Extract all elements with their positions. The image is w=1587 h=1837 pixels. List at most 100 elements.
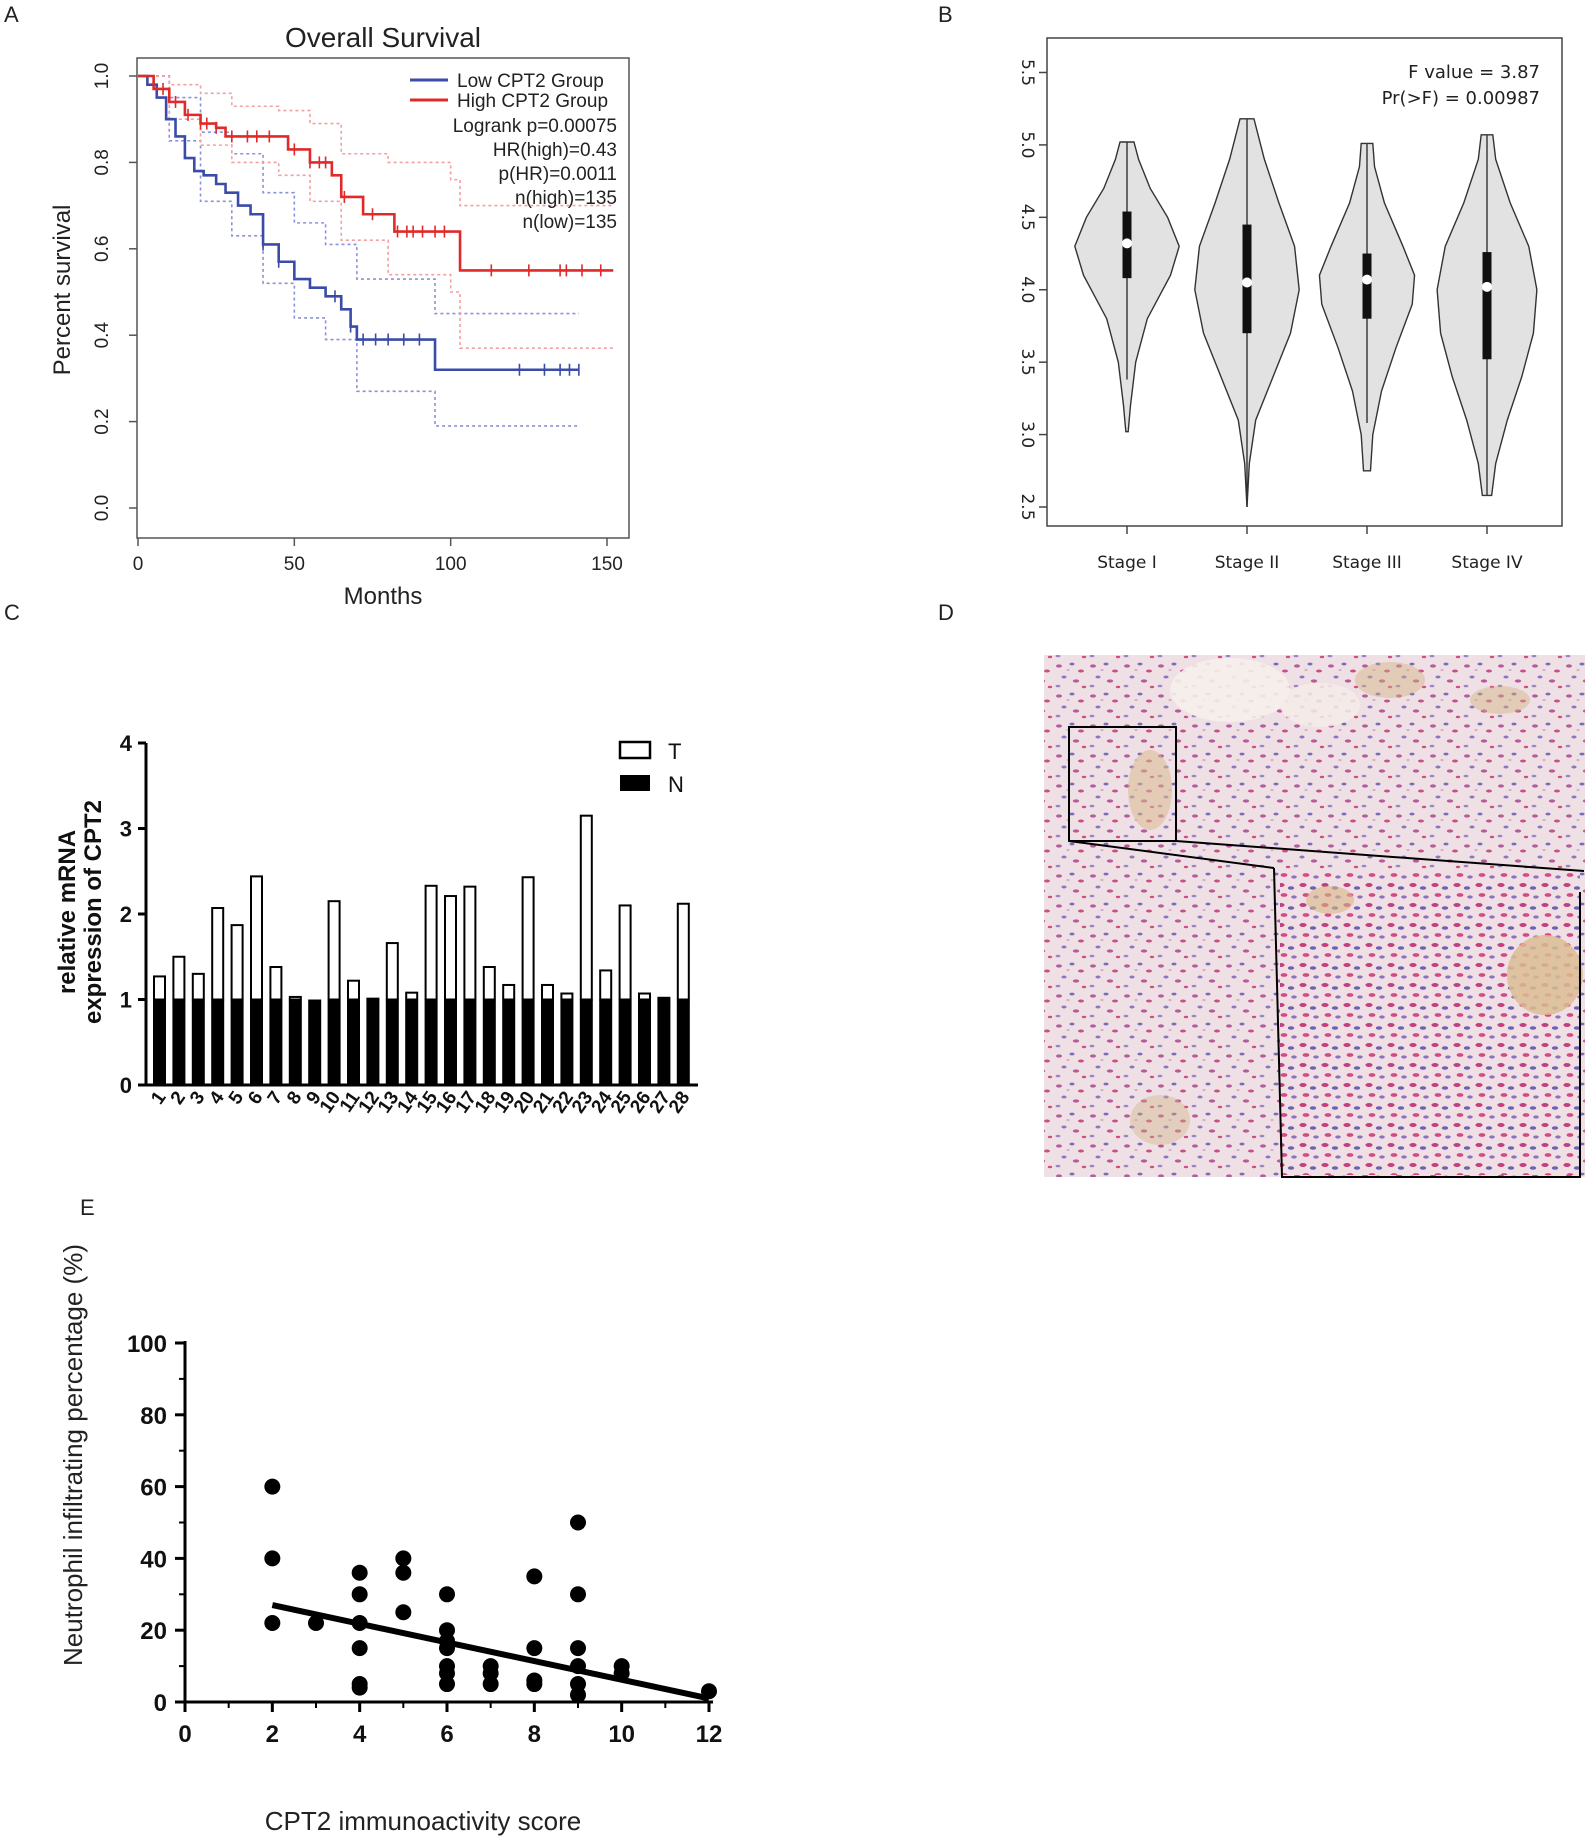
- x-tick-label: 2: [167, 1088, 190, 1109]
- data-point: [264, 1478, 281, 1495]
- stained-region-2: [1355, 662, 1425, 698]
- panel-label-c: C: [4, 600, 20, 625]
- bar-normal: [327, 999, 341, 1085]
- bar-normal: [153, 999, 166, 1085]
- y-tick-label: 1.0: [92, 63, 113, 89]
- legend-swatch-t: [618, 740, 652, 760]
- bar-normal: [211, 999, 225, 1085]
- y-tick-label: 3.5: [1017, 349, 1037, 376]
- x-tick-label: 6: [440, 1721, 453, 1748]
- data-point: [395, 1564, 412, 1581]
- data-point: [439, 1586, 455, 1603]
- survival-line-high: [138, 74, 614, 272]
- x-tick-label: 8: [283, 1088, 306, 1109]
- y-tick-label: 0.6: [92, 236, 113, 262]
- panel-label-e: E: [80, 1195, 95, 1220]
- data-point: [351, 1586, 368, 1603]
- y-tick-label: 5.0: [1017, 131, 1037, 158]
- ci-lower-low: [138, 75, 579, 427]
- data-point: [482, 1676, 499, 1693]
- legend-label-t: T: [668, 739, 681, 764]
- panel-label-a: A: [4, 2, 19, 27]
- bar-tumor: [405, 991, 419, 1001]
- x-tick-label: 3: [186, 1088, 209, 1109]
- data-point: [526, 1568, 543, 1585]
- bar-normal: [676, 999, 690, 1085]
- y-tick-label: 5.5: [1017, 59, 1037, 86]
- x-tick-label: Stage I: [1097, 553, 1157, 573]
- bar-tumor: [657, 996, 671, 1001]
- bar-normal: [230, 999, 244, 1085]
- bar-normal: [444, 999, 457, 1085]
- x-tick-label: 0: [133, 554, 144, 575]
- y-tick-label: 0: [154, 1690, 167, 1717]
- x-tick-label: 4: [353, 1721, 367, 1748]
- bar-normal: [172, 999, 186, 1085]
- y-tick-label: 1: [120, 988, 132, 1013]
- bar-tumor: [327, 900, 341, 1001]
- violin-median: [1482, 281, 1492, 292]
- bar-normal: [541, 999, 554, 1085]
- bar-tumor: [153, 975, 166, 1001]
- bar-normal: [657, 999, 671, 1085]
- x-tick-label: 8: [528, 1721, 541, 1748]
- y-axis-label: Percent survival: [49, 205, 76, 376]
- stats-block: Logrank p=0.00075 HR(high)=0.43 p(HR)=0.…: [453, 116, 617, 233]
- bar-tumor: [424, 884, 438, 1001]
- y-axis-label-line2: expression of CPT2: [80, 800, 107, 1024]
- bar-normal: [482, 999, 496, 1085]
- data-point: [264, 1550, 281, 1567]
- zoom-box: [1068, 726, 1177, 842]
- stat-fvalue: F value = 3.87: [1408, 62, 1540, 83]
- data-point: [570, 1686, 586, 1703]
- violin-median: [1122, 238, 1132, 249]
- bar-normal: [405, 999, 419, 1085]
- y-tick-label: 4.5: [1017, 204, 1037, 231]
- x-tick-label: 150: [591, 554, 623, 575]
- ihc-micrograph: [1044, 655, 1585, 1178]
- bar-tumor: [269, 966, 283, 1001]
- inset-stained-region: [1306, 886, 1354, 914]
- data-point: [570, 1514, 586, 1531]
- y-tick-label: 60: [140, 1475, 167, 1502]
- scatter-chart: 0 20 40 60 80 100 0 2 4 6 8 10 12 Neutrophil infiltr…: [58, 1244, 722, 1836]
- legend: Low CPT2 Group High CPT2 Group: [410, 71, 608, 112]
- x-tick-label: 10: [608, 1721, 635, 1748]
- y-tick-label: 40: [140, 1546, 167, 1573]
- data-point: [395, 1550, 412, 1567]
- data-point: [570, 1640, 586, 1657]
- x-tick-label: 28: [665, 1088, 694, 1117]
- bar-normal: [347, 999, 360, 1085]
- data-point: [351, 1640, 368, 1657]
- bar-tumor: [250, 875, 263, 1001]
- x-tick-label: Stage IV: [1451, 553, 1523, 573]
- zoom-connector-1: [1068, 840, 1275, 869]
- y-tick-label: 80: [140, 1403, 167, 1430]
- violin-chart: 2.5 3.0 3.5 4.0 4.5 5.0 5.5 Stage I Stage II Stag…: [1017, 37, 1563, 573]
- x-tick-label: 100: [435, 554, 467, 575]
- bar-tumor: [638, 992, 651, 1001]
- lumen-region: [1170, 658, 1290, 722]
- bar-normal: [250, 999, 263, 1085]
- x-tick-label: Stage II: [1215, 553, 1280, 573]
- bar-tumor: [211, 907, 225, 1001]
- stained-region-3: [1470, 686, 1530, 714]
- stat-hr: HR(high)=0.43: [493, 140, 617, 161]
- inset-stained-cell: [1507, 935, 1583, 1015]
- x-axis-label: Months: [344, 583, 423, 610]
- chart-title: Overall Survival: [285, 22, 481, 53]
- stat-pr: Pr(>F) = 0.00987: [1382, 88, 1540, 109]
- y-tick-label: 100: [127, 1331, 167, 1358]
- data-point: [308, 1615, 324, 1632]
- legend-label-high: High CPT2 Group: [457, 91, 608, 112]
- ci-upper-high: [138, 75, 614, 207]
- legend-label-low: Low CPT2 Group: [457, 71, 604, 92]
- bar-normal: [366, 999, 380, 1085]
- bar-tumor: [463, 885, 477, 1001]
- y-tick-label: 2.5: [1017, 493, 1037, 520]
- bar-normal: [618, 999, 632, 1085]
- y-tick-label: 4: [120, 731, 133, 756]
- bar-tumor: [191, 972, 205, 1001]
- bar-normal: [269, 999, 283, 1085]
- survival-line-low: [138, 74, 579, 372]
